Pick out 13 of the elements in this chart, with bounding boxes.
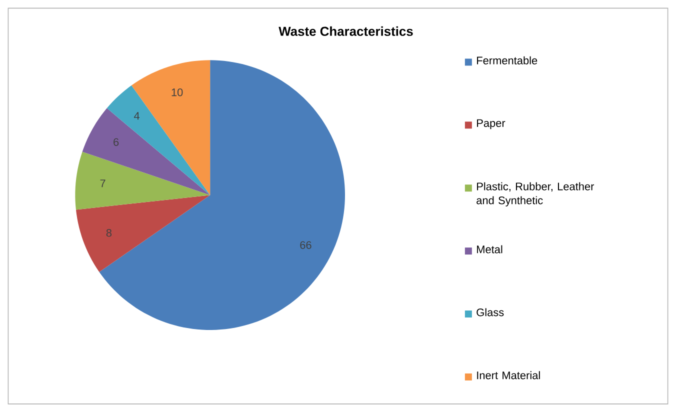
legend-label: Plastic, Rubber, Leather and Synthetic: [476, 182, 594, 206]
data-label: 8: [106, 228, 112, 237]
data-label: 7: [100, 180, 106, 188]
legend-label: Inert Material: [477, 371, 540, 380]
legend-label: Metal: [477, 245, 502, 254]
data-label: 4: [134, 112, 140, 120]
data-label: 6: [114, 138, 119, 146]
chart-title: Waste Characteristics: [278, 26, 413, 36]
legend-label: Glass: [476, 308, 504, 316]
legend-label: Fermentable: [477, 56, 538, 64]
legend-label: Paper: [477, 119, 506, 130]
data-label: 66: [300, 241, 312, 249]
data-label: 10: [172, 88, 183, 96]
